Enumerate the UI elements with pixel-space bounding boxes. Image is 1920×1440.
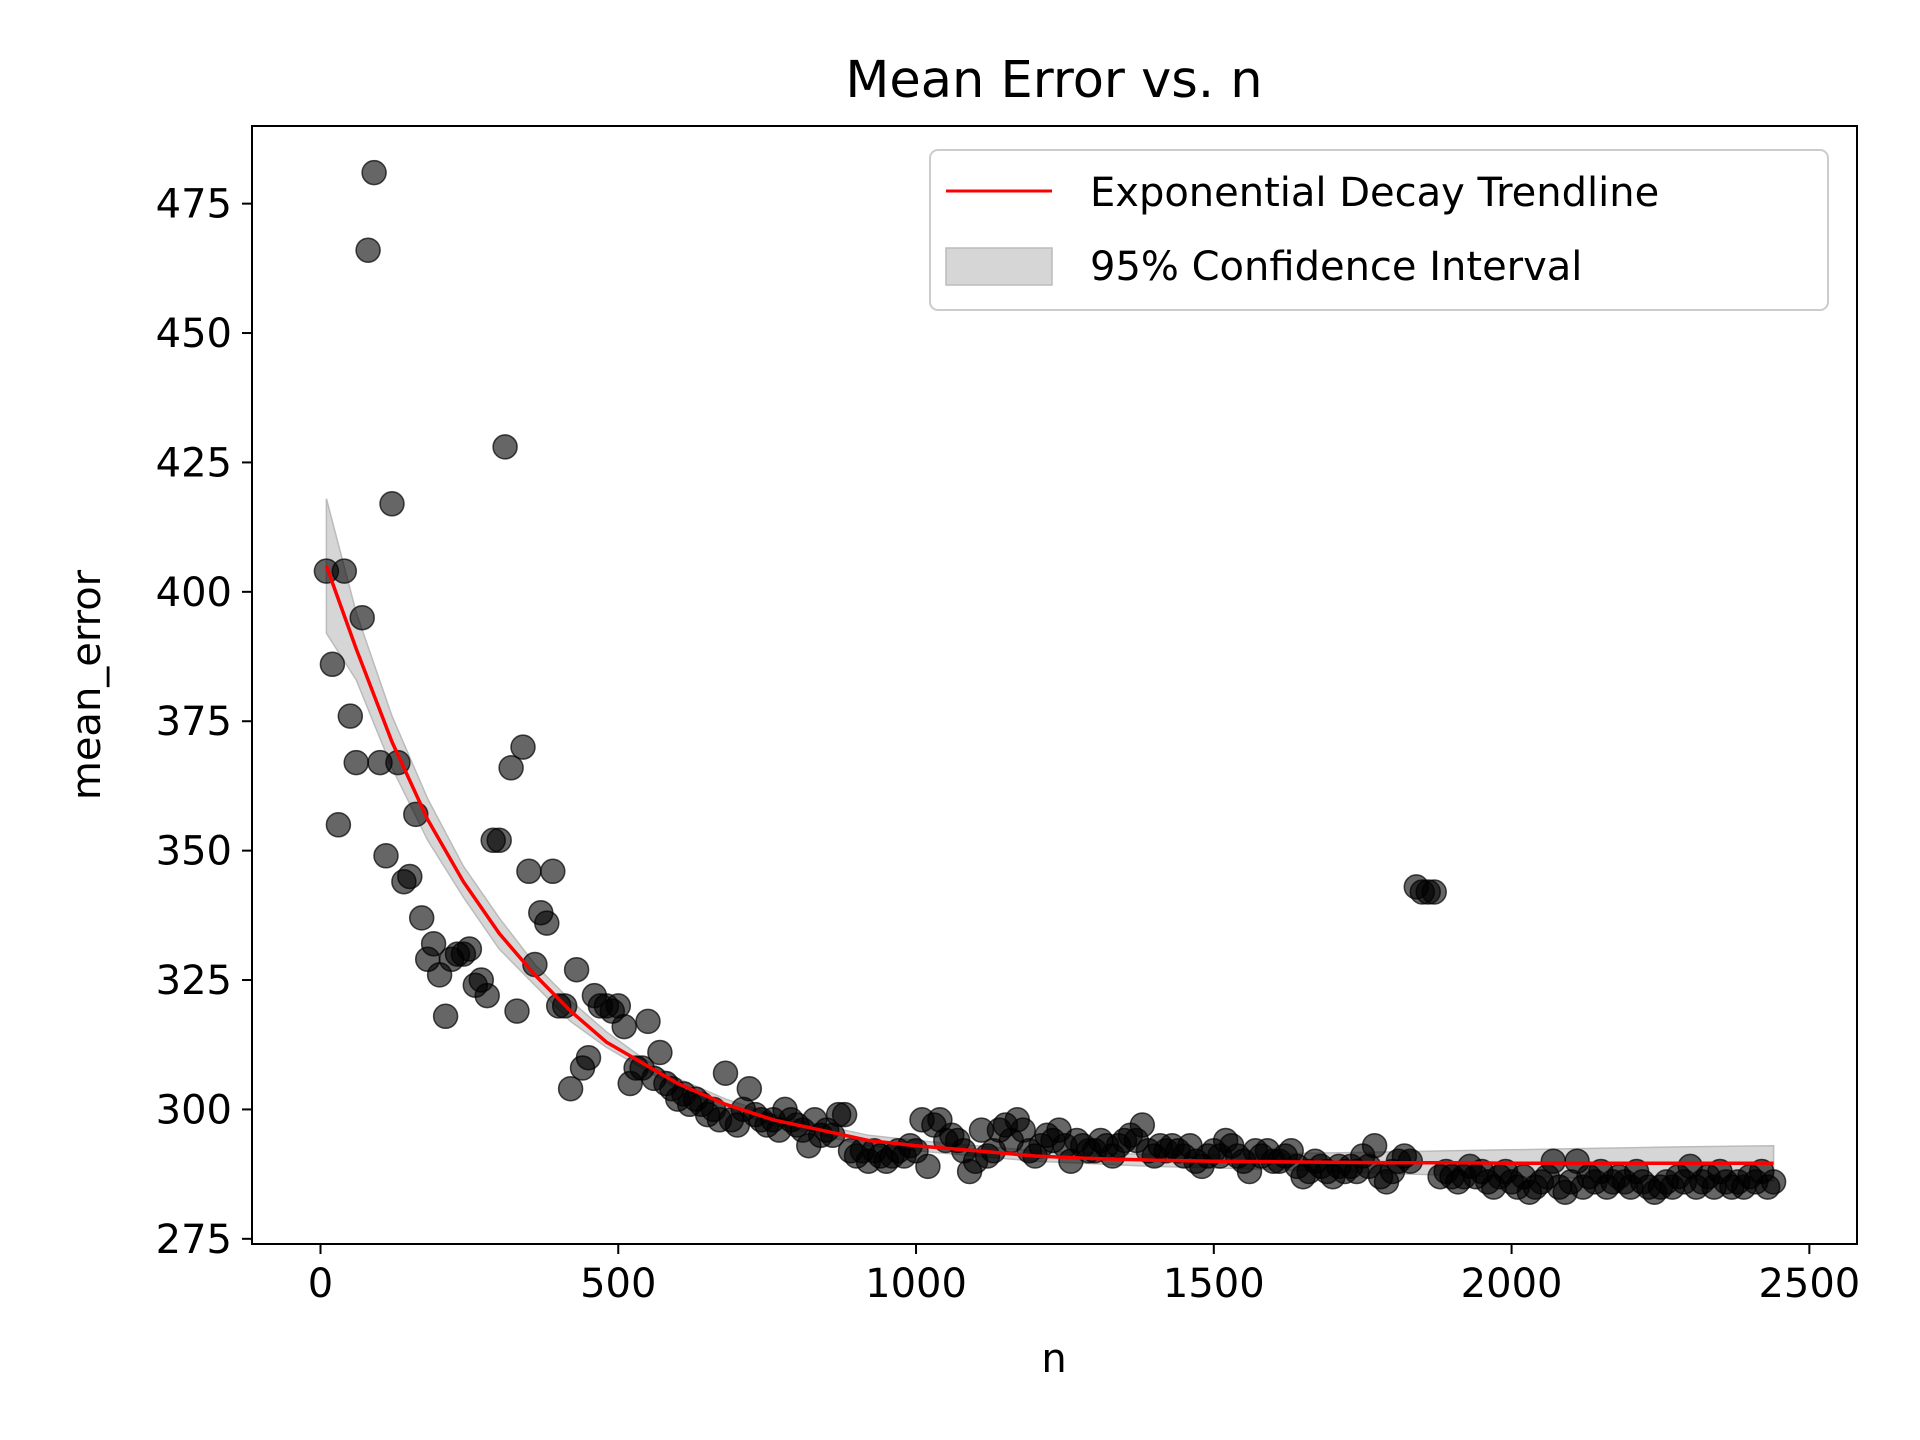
scatter-point [486,827,512,854]
x-tick-label: 2500 [1758,1261,1860,1307]
scatter-point [397,863,423,890]
legend: Exponential Decay Trendline 95% Confiden… [929,149,1829,311]
scatter-point [1760,1169,1787,1195]
scatter-point [510,734,536,760]
scatter-point [516,858,542,885]
scatter-point [831,1101,858,1128]
x-tick-label: 1000 [865,1261,967,1307]
scatter-point [1129,1112,1156,1138]
scatter-point [635,1008,661,1035]
y-tick-label: 300 [156,1087,232,1133]
scatter-point [498,755,524,781]
y-axis-label: mean_error [64,569,110,800]
scatter-point [325,812,352,838]
plot-area-frame [251,125,1858,1245]
scatter-point [1540,1148,1567,1174]
y-tick-label: 375 [156,699,232,745]
scatter-point [337,703,364,729]
scatter-point [319,651,346,678]
scatter-point [1361,1132,1388,1159]
legend-label-trendline: Exponential Decay Trendline [1090,170,1659,216]
x-tick-label: 2000 [1461,1261,1563,1307]
y-tick-label: 475 [156,182,232,228]
scatter-point [361,159,387,186]
scatter-point [712,1060,739,1086]
scatter-point [492,434,518,460]
trendline [324,565,1774,1166]
x-axis: 0 500 1000 1500 2000 2500 [308,1244,1860,1307]
scatter-points-layer [313,159,1787,1205]
x-tick-label: 1500 [1163,1261,1265,1307]
legend-box [929,149,1829,311]
x-axis-label: n [1041,1336,1066,1382]
scatter-point [611,1013,637,1040]
scatter-point [575,1044,602,1071]
trendline-layer [324,565,1774,1166]
scatter-point [331,558,358,584]
y-tick-label: 425 [156,440,232,486]
scatter-point [1421,879,1447,905]
scatter-point [420,931,447,957]
scatter-point [736,1075,763,1102]
scatter-point [408,905,435,931]
scatter-point [915,1153,941,1180]
x-tick-label: 500 [580,1261,656,1307]
y-tick-label: 350 [156,829,232,875]
scatter-point [540,858,566,885]
x-tick-label: 0 [308,1261,333,1307]
y-tick-label: 450 [156,311,232,357]
scatter-point [504,998,530,1024]
y-axis: 275 300 325 350 375 400 425 450 475 [156,182,252,1263]
scatter-point [647,1039,673,1066]
scatter-point [456,936,483,962]
scatter-point [373,843,399,869]
scatter-point [343,749,369,776]
scatter-point [349,604,375,631]
chart-title: Mean Error vs. n [845,51,1262,110]
scatter-point [355,237,381,263]
y-tick-label: 325 [156,958,232,1004]
y-tick-label: 275 [156,1217,232,1263]
legend-band-swatch [945,247,1053,286]
scatter-point [474,982,500,1009]
scatter-point [563,956,590,983]
scatter-point [432,1003,459,1030]
legend-label-confidence: 95% Confidence Interval [1090,244,1582,290]
scatter-point [534,910,560,936]
y-tick-label: 400 [156,570,232,616]
scatter-point [379,491,405,517]
scatter-point [557,1075,584,1102]
